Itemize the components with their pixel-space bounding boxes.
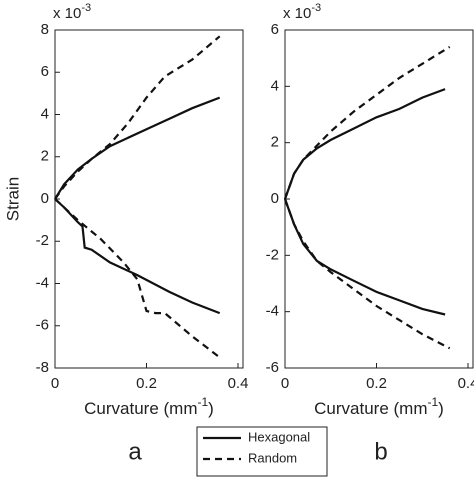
x-tick-label: 0.2 (366, 375, 387, 392)
y-scale-exponent: -3 (311, 2, 321, 14)
x-axis-label: Curvature (mm-1) (84, 395, 214, 418)
y-scale-label: x 10-3 (53, 2, 91, 22)
y-tick-label: 4 (41, 105, 49, 122)
y-scale-text: x 10 (283, 5, 311, 22)
series-line (283, 88, 446, 316)
x-tick-label: 0.4 (228, 375, 249, 392)
x-label-exponent: -1 (428, 395, 439, 409)
y-tick-label: 2 (41, 148, 49, 165)
x-tick-label: 0.4 (458, 375, 474, 392)
y-tick-label: -6 (36, 317, 49, 334)
x-tick-label: 0 (51, 375, 59, 392)
y-scale-exponent: -3 (81, 2, 91, 14)
y-tick-label: -2 (36, 232, 49, 249)
series-line (283, 45, 451, 350)
y-scale-label: x 10-3 (283, 2, 321, 22)
x-label-text: Curvature (mm (84, 399, 197, 418)
x-tick-label: 0 (281, 375, 289, 392)
y-tick-label: 0 (41, 190, 49, 207)
y-tick-label: 2 (271, 134, 279, 151)
plot-frame (284, 29, 474, 369)
y-tick-label: 4 (271, 77, 279, 94)
y-tick-label: 8 (41, 21, 49, 38)
legend-box (196, 426, 328, 477)
x-label-text: Curvature (mm (314, 399, 427, 418)
y-tick-label: -2 (266, 246, 279, 263)
x-label-end: ) (208, 399, 214, 418)
plot-frame (54, 29, 244, 369)
legend-label: Random (248, 450, 297, 465)
x-label-exponent: -1 (198, 395, 209, 409)
y-tick-label: -4 (266, 303, 279, 320)
panel-label: a (128, 438, 142, 465)
y-tick-label: 6 (271, 21, 279, 38)
y-tick-label: 6 (41, 63, 49, 80)
y-tick-label: -6 (266, 359, 279, 376)
panel-label: b (374, 438, 387, 465)
x-label-end: ) (438, 399, 444, 418)
y-scale-text: x 10 (53, 5, 81, 22)
y-tick-label: 0 (271, 190, 279, 207)
x-tick-label: 0.2 (136, 375, 157, 392)
legend-label: Hexagonal (248, 429, 310, 444)
series-line (54, 96, 221, 315)
y-axis-label: Strain (3, 177, 22, 221)
y-tick-label: -8 (36, 359, 49, 376)
series-line (54, 35, 221, 359)
y-tick-label: -4 (36, 274, 49, 291)
x-axis-label: Curvature (mm-1) (314, 395, 444, 418)
